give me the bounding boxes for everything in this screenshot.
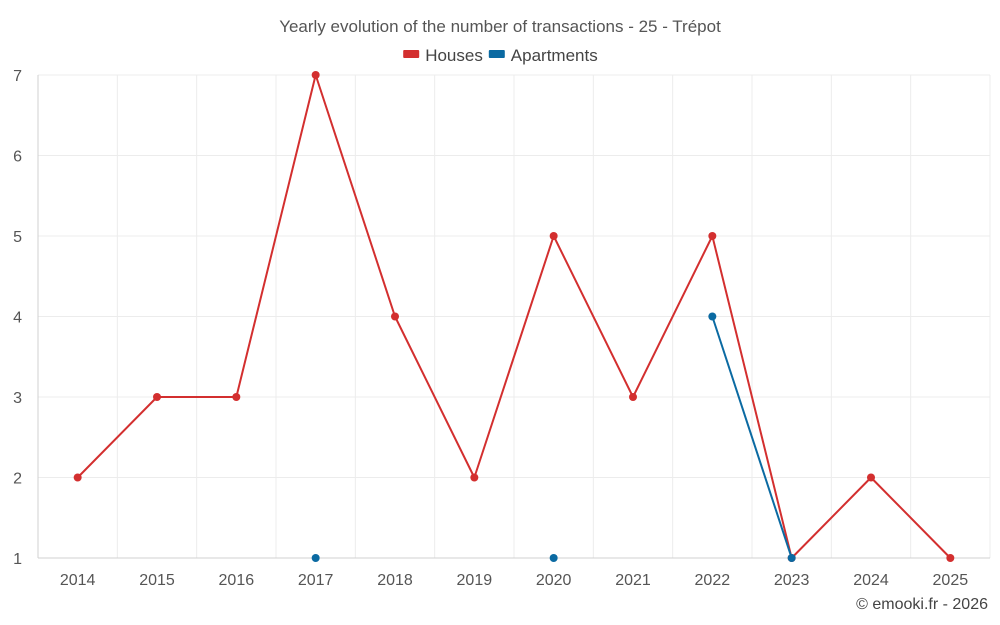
chart-title: Yearly evolution of the number of transa… <box>279 17 721 36</box>
y-tick-label-2: 2 <box>13 471 22 488</box>
series-line-houses-0 <box>76 74 952 559</box>
tick-labels: 1 2 3 4 5 6 7 2014 2015 2016 2017 2018 2019 2020 2021 2… <box>13 68 968 589</box>
y-tick-label-3: 3 <box>13 390 22 407</box>
x-tick-label-2025: 2025 <box>933 572 969 589</box>
x-tick-label-2022: 2022 <box>695 572 731 589</box>
x-tick-label-2021: 2021 <box>615 572 651 589</box>
series-group <box>73 71 955 562</box>
y-tick-label-5: 5 <box>13 229 22 246</box>
credit-text: © emooki.fr - 2026 <box>856 596 988 613</box>
x-tick-label-2020: 2020 <box>536 572 572 589</box>
point-houses-2025[interactable] <box>946 554 955 562</box>
y-tick-label-7: 7 <box>13 68 22 85</box>
point-houses-2019[interactable] <box>470 473 479 482</box>
point-apartments-2023[interactable] <box>787 554 796 562</box>
legend-swatch-apartments <box>488 50 505 58</box>
legend-item-houses[interactable]: Houses <box>403 46 483 65</box>
legend-item-apartments[interactable]: Apartments <box>488 46 598 65</box>
x-tick-label-2017: 2017 <box>298 572 334 589</box>
axes <box>37 75 990 559</box>
point-houses-2015[interactable] <box>153 393 161 401</box>
point-houses-2021[interactable] <box>629 393 637 401</box>
series-apartments <box>311 312 796 562</box>
point-apartments-2022[interactable] <box>708 312 717 321</box>
x-tick-label-2024: 2024 <box>853 572 889 589</box>
point-houses-2020[interactable] <box>549 232 558 240</box>
x-tick-label-2016: 2016 <box>219 572 255 589</box>
x-tick-label-2018: 2018 <box>377 572 413 589</box>
x-tick-label-2023: 2023 <box>774 572 810 589</box>
x-tick-label-2015: 2015 <box>139 572 175 589</box>
point-houses-2024[interactable] <box>867 473 875 482</box>
point-houses-2022[interactable] <box>708 232 717 240</box>
x-tick-label-2014: 2014 <box>60 572 96 589</box>
legend-label-apartments: Apartments <box>511 46 598 65</box>
y-tick-label-4: 4 <box>13 310 22 327</box>
legend-label-houses: Houses <box>425 46 483 65</box>
point-houses-2014[interactable] <box>73 473 82 482</box>
grid <box>37 74 991 559</box>
point-apartments-2017[interactable] <box>311 554 320 562</box>
series-line-apartments-2 <box>711 316 793 559</box>
point-houses-2016[interactable] <box>232 393 241 401</box>
x-tick-label-2019: 2019 <box>457 572 493 589</box>
legend: Houses Apartments <box>403 46 598 65</box>
point-apartments-2020[interactable] <box>549 554 558 562</box>
y-tick-label-6: 6 <box>13 149 22 166</box>
point-houses-2018[interactable] <box>391 312 399 321</box>
legend-swatch-houses <box>403 50 420 58</box>
point-houses-2017[interactable] <box>311 71 320 79</box>
y-tick-label-1: 1 <box>13 551 22 568</box>
